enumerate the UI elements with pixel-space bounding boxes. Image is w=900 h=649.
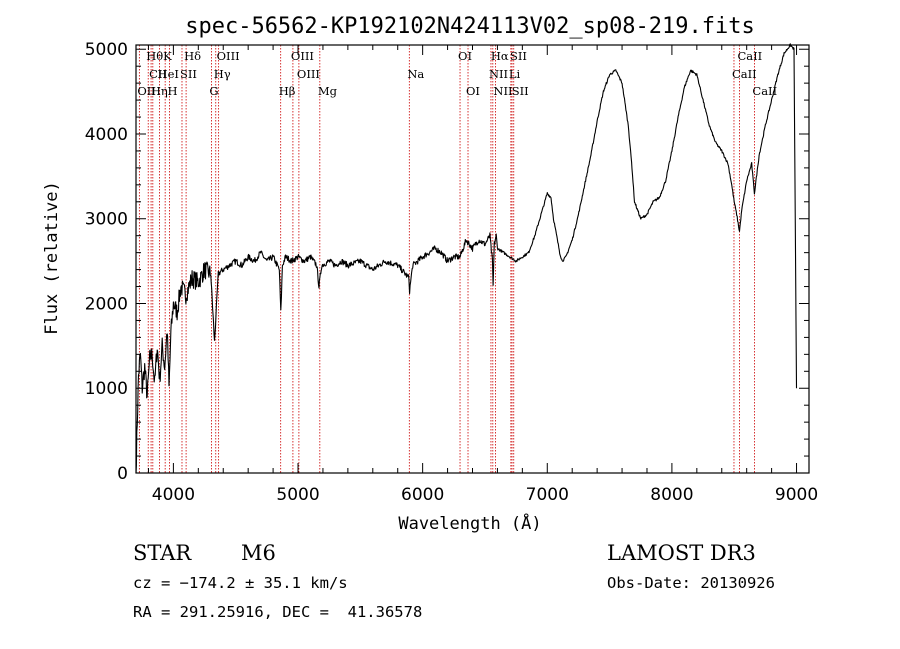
- line-label-3: Hη: [151, 84, 168, 98]
- line-label-18: OI: [466, 84, 480, 98]
- line-label-27: CaII: [752, 84, 777, 98]
- x-tick-label: 8000: [650, 485, 693, 505]
- x-tick-label: 4000: [152, 485, 195, 505]
- observation-date: Obs-Date: 20130926: [607, 574, 775, 592]
- line-label-15: Mg: [318, 84, 338, 98]
- coordinates: RA = 291.25916, DEC = 41.36578: [133, 603, 423, 621]
- line-label-9: OIII: [217, 49, 240, 63]
- redshift-velocity: cz = −174.2 ± 35.1 km/s: [133, 574, 348, 592]
- line-label-12: OIII: [291, 49, 314, 63]
- x-tick-label: 7000: [526, 485, 569, 505]
- line-label-17: OI: [458, 49, 472, 63]
- line-label-13: OIII: [297, 67, 320, 81]
- line-label-6: H: [168, 84, 178, 98]
- line-label-2: OII: [137, 84, 156, 98]
- x-axis-label: Wavelength (Å): [398, 512, 541, 534]
- chart-title: spec-56562-KP192102N424113V02_sp08-219.f…: [185, 14, 755, 39]
- line-label-21: NII: [493, 84, 512, 98]
- y-tick-label: 2000: [85, 294, 128, 314]
- line-label-10: Hγ: [214, 67, 231, 81]
- y-tick-label: 4000: [85, 125, 128, 145]
- y-tick-label: 1000: [85, 379, 128, 399]
- line-label-0: Hθ: [146, 49, 163, 63]
- spectrum-line: [135, 43, 798, 474]
- y-tick-label: 0: [117, 464, 128, 484]
- line-label-22: SII: [510, 49, 527, 63]
- spectrum-chart: spec-56562-KP192102N424113V02_sp08-219.f…: [42, 14, 818, 534]
- line-label-24: SII: [512, 84, 529, 98]
- y-axis-label: Flux (relative): [42, 181, 62, 335]
- axis-ticks: 4000 5000 6000 7000 8000 9000 0 1000 2000 3000 400…: [85, 40, 818, 505]
- line-label-20: NII: [489, 67, 508, 81]
- line-label-14: Hβ: [279, 84, 296, 98]
- object-class: STAR: [133, 541, 192, 565]
- line-label-1: CII: [149, 67, 167, 81]
- x-tick-label: 6000: [401, 485, 444, 505]
- line-label-7: SII: [180, 67, 197, 81]
- x-tick-label: 9000: [775, 485, 818, 505]
- line-label-4: K: [163, 49, 172, 63]
- line-label-11: G: [209, 84, 218, 98]
- line-label-25: CaII: [737, 49, 762, 63]
- line-label-5: HeI: [158, 67, 179, 81]
- line-label-23: Li: [509, 67, 521, 81]
- line-label-19: Hα: [491, 49, 509, 63]
- line-label-8: Hδ: [184, 49, 201, 63]
- plot-frame: [135, 44, 810, 474]
- survey-name: LAMOST DR3: [607, 541, 756, 565]
- line-label-16: Na: [407, 67, 424, 81]
- y-tick-label: 3000: [85, 210, 128, 230]
- line-label-26: CaII: [732, 67, 757, 81]
- x-tick-label: 5000: [276, 485, 319, 505]
- object-subclass: M6: [241, 541, 276, 565]
- y-tick-label: 5000: [85, 40, 128, 60]
